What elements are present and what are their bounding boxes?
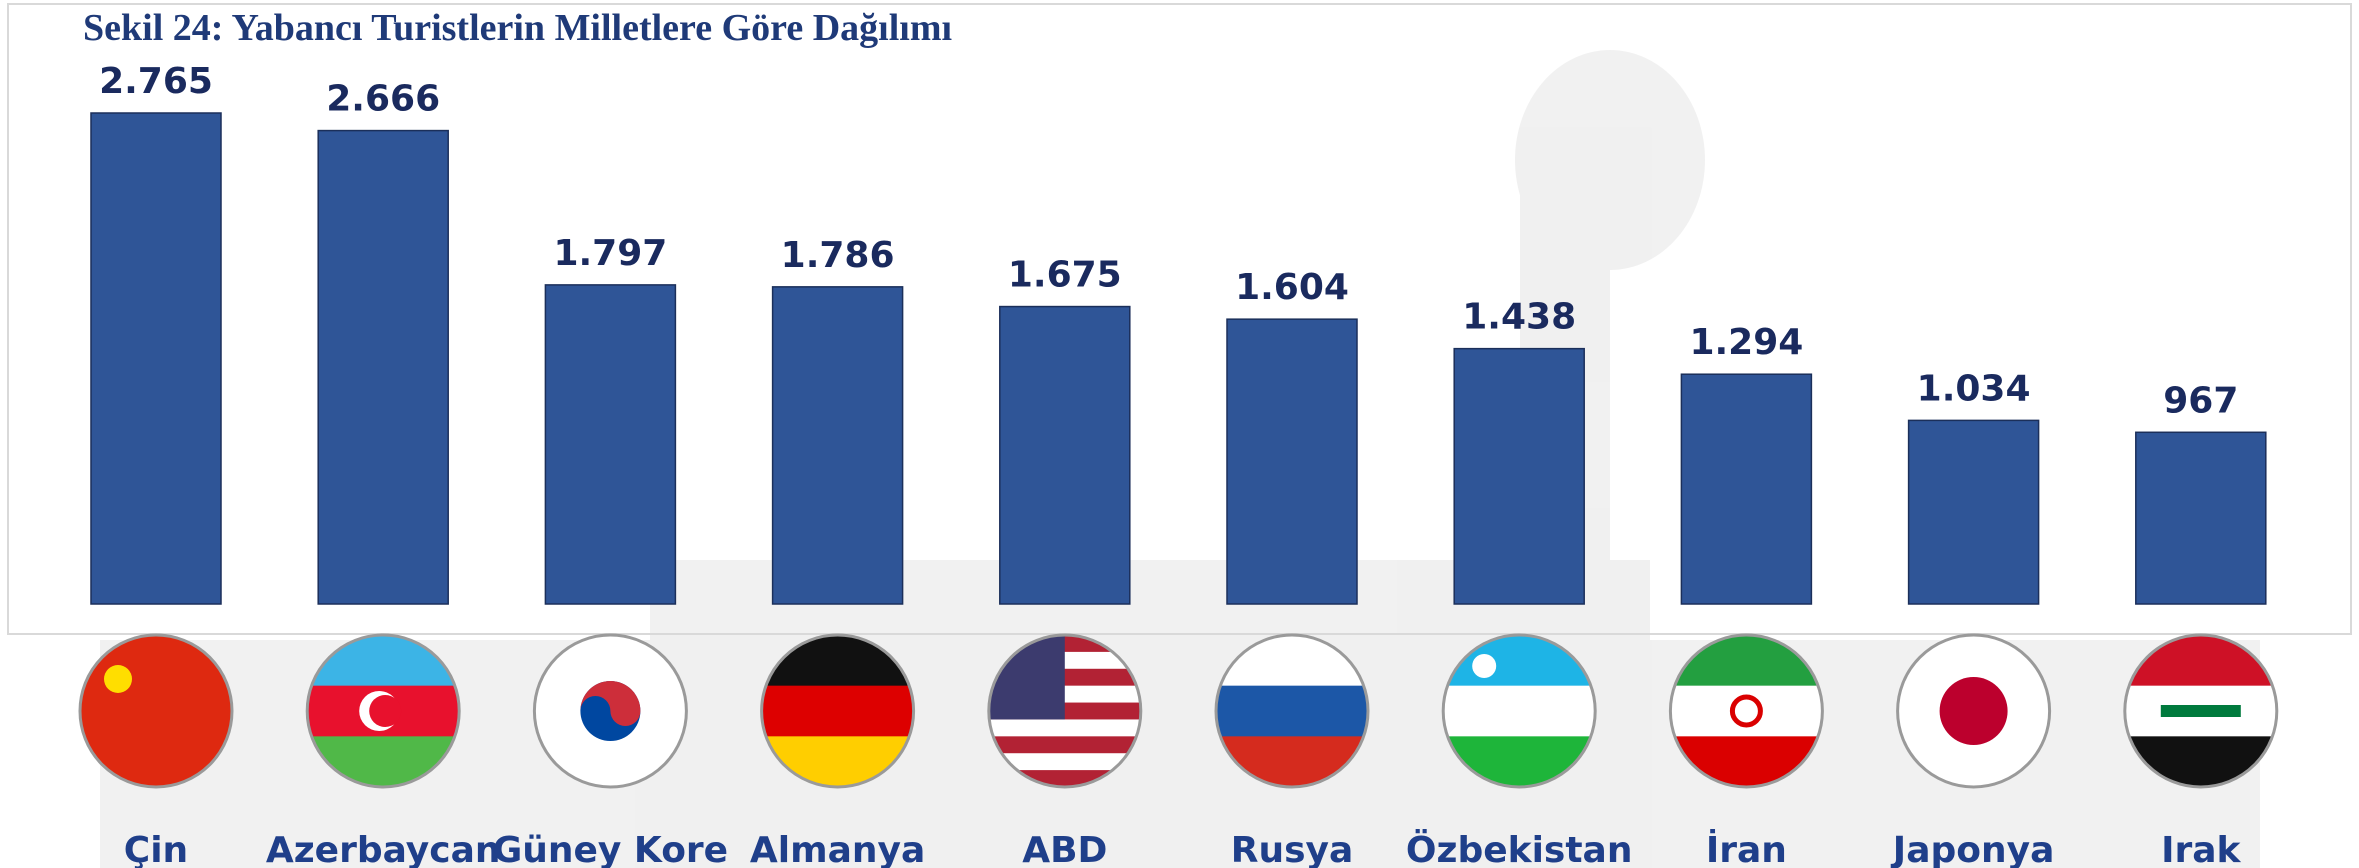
flag — [1216, 635, 1368, 787]
value-label: 1.797 — [553, 233, 667, 274]
flag — [80, 635, 232, 787]
value-label: 1.438 — [1462, 297, 1576, 338]
bar — [90, 112, 222, 605]
flag-rim — [78, 633, 234, 789]
bar — [317, 129, 449, 605]
bar — [999, 305, 1131, 605]
bar — [1226, 318, 1358, 605]
value-label: 1.786 — [781, 235, 895, 276]
bar — [1453, 347, 1585, 605]
bar — [1907, 419, 2040, 605]
chart-title: Sekil 24: Yabancı Turistlerin Milletlere… — [83, 7, 952, 49]
plot-frame — [7, 3, 2352, 635]
flag-rim — [2123, 633, 2279, 789]
value-label: 1.675 — [1008, 255, 1122, 296]
flag — [761, 635, 914, 787]
value-label: 2.666 — [326, 79, 440, 120]
x-tick-label: ABD — [1022, 830, 1107, 868]
bar — [544, 284, 677, 605]
x-tick-label: Rusya — [1231, 830, 1354, 868]
flag-rim — [1896, 633, 2052, 789]
flag-rim — [1214, 633, 1370, 789]
flag — [988, 635, 1141, 787]
flag — [534, 635, 687, 787]
value-label: 967 — [2163, 380, 2238, 421]
x-tick-label: Almanya — [750, 830, 925, 868]
bar — [771, 286, 904, 605]
x-tick-label: Japonya — [1890, 830, 2055, 868]
x-tick-label: Irak — [2161, 830, 2241, 868]
flag-rim — [987, 633, 1143, 789]
x-tick-label: Özbekistan — [1406, 829, 1633, 868]
x-tick-label: İran — [1706, 829, 1787, 868]
flag — [1897, 635, 2050, 787]
bar — [2135, 431, 2267, 605]
x-tick-label: Güney Kore — [493, 830, 728, 868]
value-label: 1.604 — [1235, 267, 1349, 308]
flag-rim — [305, 633, 461, 789]
bar — [1680, 373, 1813, 605]
flag-rim — [1441, 633, 1597, 789]
flag-rim — [1668, 633, 1824, 789]
value-label: 1.034 — [1917, 368, 2031, 409]
flag-rim — [532, 633, 688, 789]
x-tick-label: Çin — [124, 830, 188, 868]
value-label: 1.294 — [1689, 322, 1803, 363]
value-label: 2.765 — [99, 61, 213, 102]
flag-rim — [760, 633, 916, 789]
x-tick-label: Azerbaycan — [266, 830, 501, 868]
